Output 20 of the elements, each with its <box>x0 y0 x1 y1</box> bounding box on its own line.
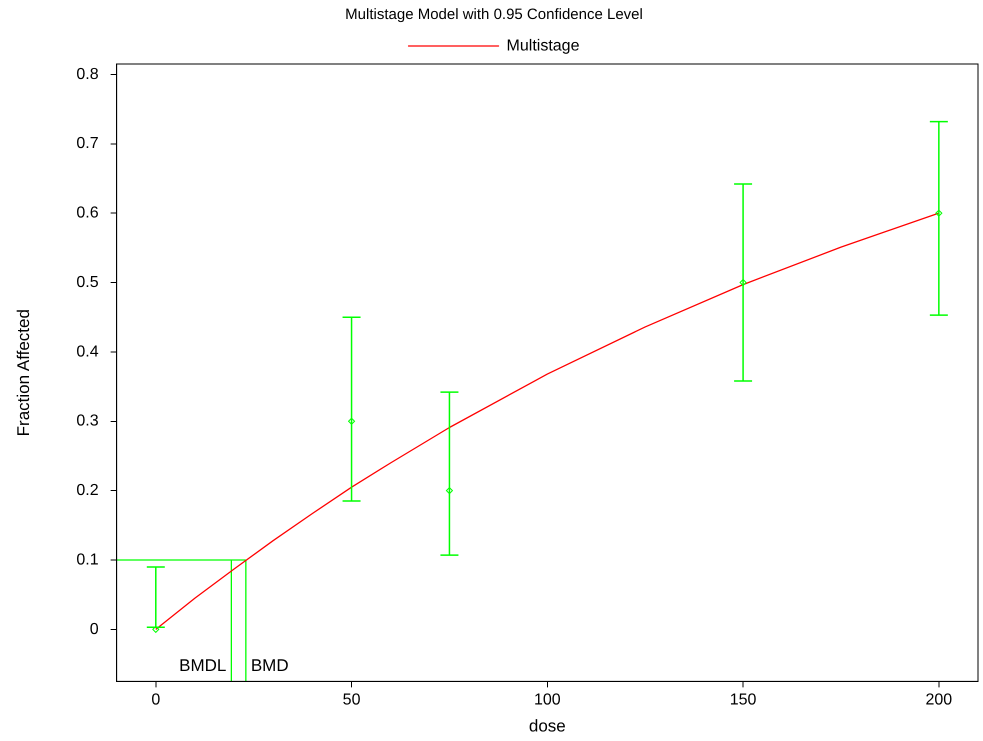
y-axis-title: Fraction Affected <box>14 309 33 436</box>
x-tick-label: 100 <box>534 691 561 708</box>
x-axis-title: dose <box>528 716 566 736</box>
y-tick-label: 0.1 <box>76 551 99 568</box>
y-tick-label: 0 <box>90 620 99 638</box>
x-tick-label: 0 <box>151 691 160 708</box>
y-tick-label: 0.3 <box>76 412 99 430</box>
annotation: BMDL <box>179 656 226 675</box>
x-tick-label: 200 <box>925 691 952 708</box>
y-tick-label: 0.7 <box>76 135 99 152</box>
text: Multistage <box>506 37 580 54</box>
annotation: BMD <box>250 656 289 675</box>
y-tick-label: 0.6 <box>76 204 99 222</box>
chart-title: Multistage Model with 0.95 Confidence Level <box>345 6 643 24</box>
x-tick-label: 50 <box>342 691 361 708</box>
y-tick-label: 0.8 <box>76 66 99 83</box>
y-tick-label: 0.2 <box>76 482 99 500</box>
y-tick-label: 0.4 <box>76 343 99 360</box>
y-tick-label: 0.5 <box>76 274 99 291</box>
x-tick-label: 150 <box>730 691 757 708</box>
